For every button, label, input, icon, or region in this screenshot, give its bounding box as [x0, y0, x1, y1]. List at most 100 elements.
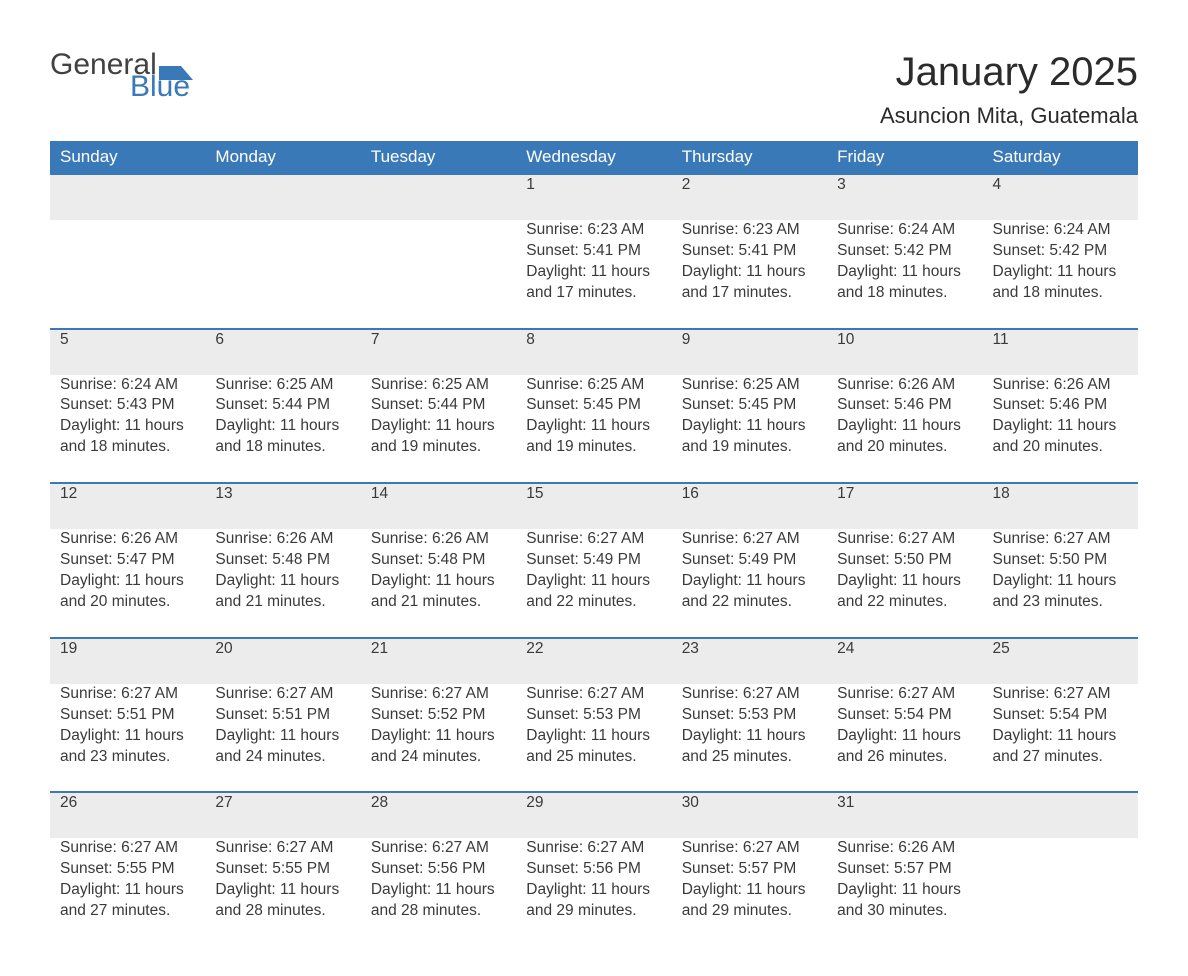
day-detail-cell: Sunrise: 6:23 AMSunset: 5:41 PMDaylight:… [516, 220, 671, 329]
logo: General Blue [50, 50, 193, 102]
day-d1: Daylight: 11 hours [993, 416, 1128, 437]
day-sunset: Sunset: 5:49 PM [526, 550, 661, 571]
day-d1: Daylight: 11 hours [682, 880, 817, 901]
day-detail-cell: Sunrise: 6:24 AMSunset: 5:42 PMDaylight:… [983, 220, 1138, 329]
day-number-cell: 2 [672, 174, 827, 220]
day-detail-row: Sunrise: 6:27 AMSunset: 5:55 PMDaylight:… [50, 838, 1138, 946]
day-sunrise: Sunrise: 6:26 AM [215, 529, 350, 550]
day-number-cell: 28 [361, 792, 516, 838]
day-d2: and 28 minutes. [371, 901, 506, 922]
logo-word-blue: Blue [130, 72, 190, 102]
day-sunrise: Sunrise: 6:27 AM [60, 838, 195, 859]
day-sunset: Sunset: 5:55 PM [60, 859, 195, 880]
day-detail-cell: Sunrise: 6:26 AMSunset: 5:47 PMDaylight:… [50, 529, 205, 638]
day-number-cell: 22 [516, 638, 671, 684]
day-d1: Daylight: 11 hours [215, 880, 350, 901]
day-sunset: Sunset: 5:54 PM [993, 705, 1128, 726]
day-d2: and 21 minutes. [371, 592, 506, 613]
day-number-cell [983, 792, 1138, 838]
day-d2: and 18 minutes. [60, 437, 195, 458]
day-sunrise: Sunrise: 6:26 AM [837, 375, 972, 396]
day-detail-cell: Sunrise: 6:26 AMSunset: 5:48 PMDaylight:… [361, 529, 516, 638]
day-sunset: Sunset: 5:44 PM [215, 395, 350, 416]
day-d2: and 17 minutes. [682, 283, 817, 304]
day-detail-row: Sunrise: 6:24 AMSunset: 5:43 PMDaylight:… [50, 375, 1138, 484]
day-number-row: 1234 [50, 174, 1138, 220]
day-sunrise: Sunrise: 6:23 AM [526, 220, 661, 241]
day-number-cell: 1 [516, 174, 671, 220]
day-number-row: 262728293031 [50, 792, 1138, 838]
day-sunrise: Sunrise: 6:26 AM [993, 375, 1128, 396]
day-d2: and 27 minutes. [60, 901, 195, 922]
day-sunrise: Sunrise: 6:25 AM [526, 375, 661, 396]
day-detail-cell: Sunrise: 6:27 AMSunset: 5:55 PMDaylight:… [205, 838, 360, 946]
day-sunset: Sunset: 5:51 PM [215, 705, 350, 726]
day-sunset: Sunset: 5:53 PM [682, 705, 817, 726]
day-number-cell [50, 174, 205, 220]
day-detail-cell: Sunrise: 6:24 AMSunset: 5:42 PMDaylight:… [827, 220, 982, 329]
day-detail-cell: Sunrise: 6:27 AMSunset: 5:51 PMDaylight:… [205, 684, 360, 793]
day-d2: and 30 minutes. [837, 901, 972, 922]
day-detail-cell: Sunrise: 6:26 AMSunset: 5:57 PMDaylight:… [827, 838, 982, 946]
day-d2: and 23 minutes. [60, 747, 195, 768]
day-d1: Daylight: 11 hours [993, 571, 1128, 592]
day-sunrise: Sunrise: 6:27 AM [837, 684, 972, 705]
day-d1: Daylight: 11 hours [60, 880, 195, 901]
day-d1: Daylight: 11 hours [526, 726, 661, 747]
weekday-header: Saturday [983, 141, 1138, 174]
day-detail-cell: Sunrise: 6:24 AMSunset: 5:43 PMDaylight:… [50, 375, 205, 484]
day-sunrise: Sunrise: 6:27 AM [837, 529, 972, 550]
day-d2: and 20 minutes. [60, 592, 195, 613]
day-sunset: Sunset: 5:56 PM [371, 859, 506, 880]
weekday-header: Tuesday [361, 141, 516, 174]
day-number-cell: 24 [827, 638, 982, 684]
day-number-cell: 12 [50, 483, 205, 529]
day-detail-cell: Sunrise: 6:27 AMSunset: 5:56 PMDaylight:… [516, 838, 671, 946]
day-detail-cell: Sunrise: 6:25 AMSunset: 5:44 PMDaylight:… [205, 375, 360, 484]
weekday-header: Friday [827, 141, 982, 174]
day-d2: and 25 minutes. [682, 747, 817, 768]
day-sunset: Sunset: 5:56 PM [526, 859, 661, 880]
day-d1: Daylight: 11 hours [837, 726, 972, 747]
day-sunset: Sunset: 5:50 PM [993, 550, 1128, 571]
day-detail-cell: Sunrise: 6:27 AMSunset: 5:50 PMDaylight:… [827, 529, 982, 638]
day-sunrise: Sunrise: 6:26 AM [371, 529, 506, 550]
day-number-cell: 30 [672, 792, 827, 838]
day-sunset: Sunset: 5:44 PM [371, 395, 506, 416]
day-sunset: Sunset: 5:48 PM [215, 550, 350, 571]
day-detail-cell [361, 220, 516, 329]
day-detail-cell: Sunrise: 6:27 AMSunset: 5:52 PMDaylight:… [361, 684, 516, 793]
day-d1: Daylight: 11 hours [215, 726, 350, 747]
header: General Blue January 2025 Asuncion Mita,… [50, 50, 1138, 129]
day-sunrise: Sunrise: 6:27 AM [371, 838, 506, 859]
day-sunrise: Sunrise: 6:27 AM [682, 684, 817, 705]
day-number-cell: 8 [516, 329, 671, 375]
day-sunrise: Sunrise: 6:26 AM [60, 529, 195, 550]
day-sunset: Sunset: 5:51 PM [60, 705, 195, 726]
day-sunrise: Sunrise: 6:24 AM [993, 220, 1128, 241]
day-d2: and 29 minutes. [526, 901, 661, 922]
day-sunset: Sunset: 5:45 PM [682, 395, 817, 416]
day-number-row: 12131415161718 [50, 483, 1138, 529]
day-number-cell: 16 [672, 483, 827, 529]
day-sunrise: Sunrise: 6:27 AM [526, 529, 661, 550]
month-title: January 2025 [880, 50, 1138, 95]
day-number-cell: 3 [827, 174, 982, 220]
day-detail-cell: Sunrise: 6:27 AMSunset: 5:53 PMDaylight:… [516, 684, 671, 793]
weekday-header: Sunday [50, 141, 205, 174]
day-number-cell: 23 [672, 638, 827, 684]
day-sunset: Sunset: 5:42 PM [837, 241, 972, 262]
weekday-header: Monday [205, 141, 360, 174]
day-detail-cell: Sunrise: 6:27 AMSunset: 5:55 PMDaylight:… [50, 838, 205, 946]
day-d1: Daylight: 11 hours [837, 416, 972, 437]
day-d1: Daylight: 11 hours [993, 262, 1128, 283]
day-sunrise: Sunrise: 6:27 AM [215, 684, 350, 705]
day-detail-cell: Sunrise: 6:27 AMSunset: 5:56 PMDaylight:… [361, 838, 516, 946]
day-sunrise: Sunrise: 6:24 AM [60, 375, 195, 396]
day-sunset: Sunset: 5:57 PM [837, 859, 972, 880]
day-detail-cell: Sunrise: 6:27 AMSunset: 5:54 PMDaylight:… [983, 684, 1138, 793]
day-detail-cell: Sunrise: 6:26 AMSunset: 5:48 PMDaylight:… [205, 529, 360, 638]
day-number-cell: 5 [50, 329, 205, 375]
day-number-cell: 14 [361, 483, 516, 529]
day-sunrise: Sunrise: 6:27 AM [526, 838, 661, 859]
